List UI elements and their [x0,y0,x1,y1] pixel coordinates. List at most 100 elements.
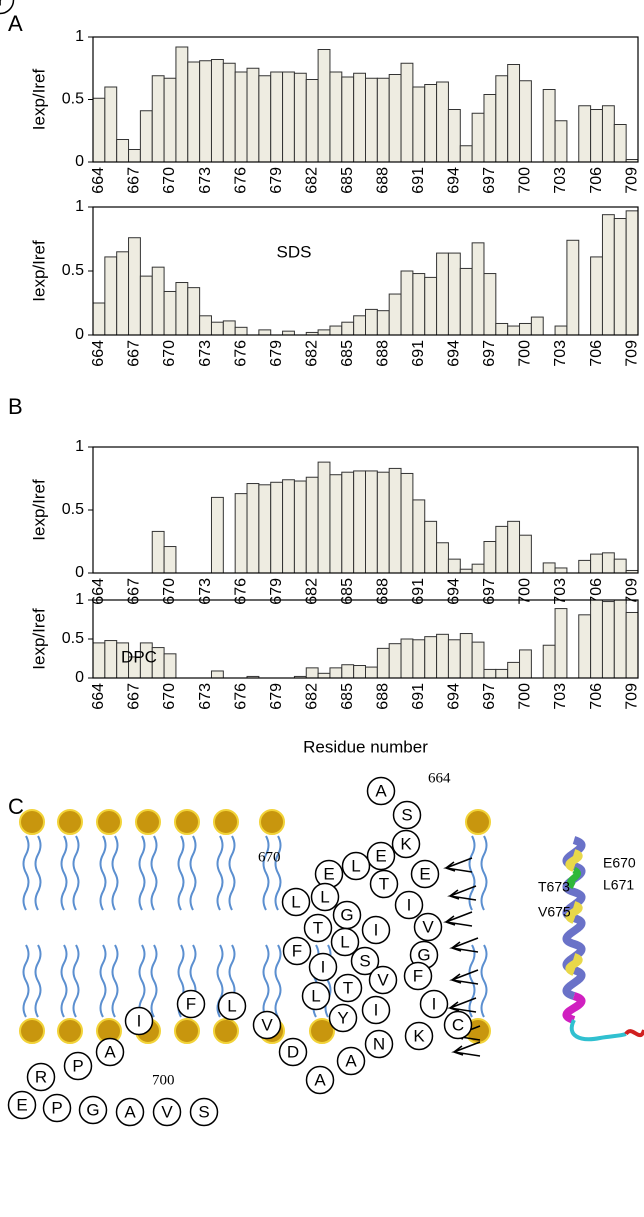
bar [543,563,555,573]
lipid-head [136,810,160,834]
bar [496,76,508,162]
bar [484,669,496,678]
bar [413,274,425,335]
x-tick-label: 706 [588,683,605,710]
lipid-tail [101,836,106,910]
y-tick-label: 1 [75,591,84,608]
chart: 00.5166466767067367667968268568869169469… [29,591,640,756]
bar [401,271,413,335]
y-tick-label: 0.5 [62,501,84,518]
bar [259,330,271,335]
bar [508,662,520,678]
bar [283,480,295,573]
y-tick-label: 1 [75,28,84,45]
bar [460,146,472,162]
x-tick-label: 688 [374,683,391,710]
bar [200,316,212,335]
lipid-tail [140,945,145,1017]
helix-model: E670 L671 T673 V675 [538,840,644,1039]
bar [318,462,330,573]
helix-coil [626,1030,644,1035]
bar [484,274,496,335]
bar [472,243,484,335]
x-tick-label: 685 [339,578,356,605]
bar [555,609,567,678]
bar [235,72,247,162]
bar [377,472,389,573]
bar [591,554,603,573]
x-tick-label: 700 [517,683,534,710]
arrow [452,970,478,984]
x-tick-label: 670 [161,167,178,194]
bar [555,326,567,335]
x-tick-label: 685 [339,340,356,367]
lipid-tail [74,945,79,1017]
bar [413,640,425,678]
bar [377,648,389,678]
y-axis-label: Iexp/Iref [29,69,48,131]
lipid-tail [152,945,157,1017]
bar [555,121,567,162]
lipid-head [20,810,44,834]
bar [164,547,176,573]
residue-label: K [413,1026,425,1045]
residue-label: I [137,1011,142,1030]
bar [247,484,259,573]
bar [117,140,129,163]
bar [389,294,401,335]
residue-label: R [35,1067,47,1086]
x-tick-label: 682 [303,578,320,605]
y-tick-label: 0.5 [62,262,84,279]
arrow [454,1042,480,1056]
bar [354,73,366,162]
x-tick-label: 667 [126,340,143,367]
x-tick-label: 664 [90,340,107,367]
lipid-head [214,810,238,834]
residue-label: I [374,920,379,939]
bar [472,113,484,162]
lipid-tail [36,945,41,1017]
bar [188,288,200,335]
x-tick-label: 691 [410,683,427,710]
x-axis-label: Residue number [303,737,428,756]
bar [472,642,484,678]
bar [520,81,532,162]
lipid-tail [24,945,29,1017]
bar [543,90,555,163]
x-tick-label: 676 [232,167,249,194]
x-tick-label: 700 [517,167,534,194]
bar [294,481,306,573]
bar [401,63,413,162]
bar [377,311,389,335]
bar [602,602,614,678]
x-tick-label: 679 [268,340,285,367]
bar [425,85,437,163]
bar [211,322,223,335]
x-tick-label: 673 [197,167,214,194]
residue-label: G [417,945,430,964]
y-tick-label: 0 [75,153,84,170]
bar [484,95,496,163]
bar [342,665,354,678]
y-axis-label: Iexp/Iref [29,479,48,541]
bar [389,75,401,163]
x-tick-label: 697 [481,683,498,710]
bar [211,60,223,163]
residue-label: D [287,1042,299,1061]
lipid-head [175,810,199,834]
bar [330,326,342,335]
residue-number: 700 [152,1072,175,1088]
bar [235,494,247,573]
residue-label: I [432,994,437,1013]
lipid-head [260,810,284,834]
annotation: DPC [121,647,157,666]
bar [472,564,484,573]
bar [448,559,460,573]
x-tick-label: 670 [161,683,178,710]
bar [389,644,401,678]
bar [129,238,141,335]
lipid-tail [101,945,106,1017]
residue-label: L [291,892,300,911]
x-tick-label: 697 [481,167,498,194]
arrow [450,998,476,1012]
